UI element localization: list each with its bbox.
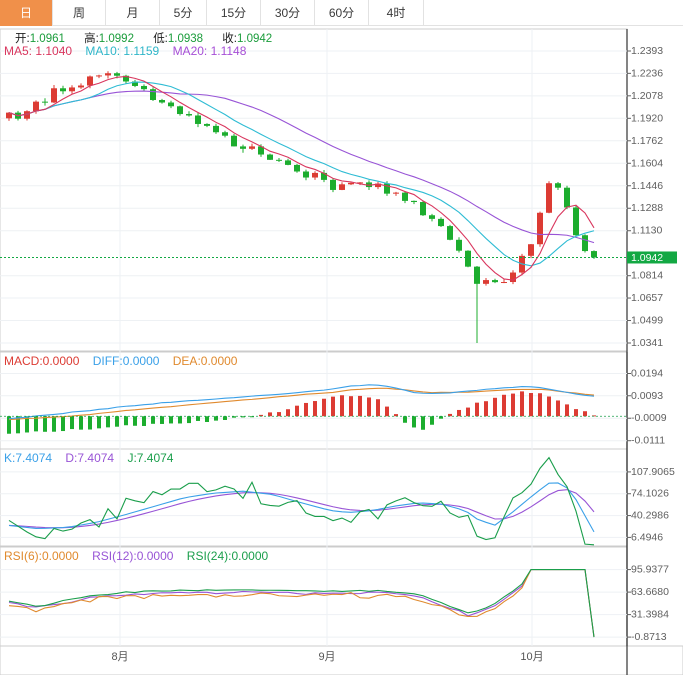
- svg-text:40.2986: 40.2986: [631, 510, 669, 522]
- svg-text:107.9065: 107.9065: [631, 466, 675, 478]
- svg-text:-0.0111: -0.0111: [631, 435, 665, 447]
- svg-text:1.0341: 1.0341: [631, 337, 663, 349]
- svg-text:1.1446: 1.1446: [631, 180, 663, 192]
- svg-text:-0.8713: -0.8713: [631, 631, 667, 643]
- svg-text:1.1920: 1.1920: [631, 112, 663, 124]
- svg-text:95.9377: 95.9377: [631, 564, 669, 576]
- svg-text:6.4946: 6.4946: [631, 531, 663, 543]
- svg-text:74.1026: 74.1026: [631, 488, 669, 500]
- svg-text:8月: 8月: [111, 651, 128, 663]
- svg-text:0.0093: 0.0093: [631, 390, 663, 402]
- svg-text:1.1604: 1.1604: [631, 157, 663, 169]
- svg-text:9月: 9月: [318, 651, 335, 663]
- svg-text:1.0499: 1.0499: [631, 315, 663, 327]
- svg-text:0.0194: 0.0194: [631, 368, 663, 380]
- svg-text:63.6680: 63.6680: [631, 586, 669, 598]
- svg-text:1.0814: 1.0814: [631, 270, 663, 282]
- svg-text:-0.0009: -0.0009: [631, 412, 667, 424]
- svg-text:1.0942: 1.0942: [631, 252, 663, 264]
- svg-text:1.2236: 1.2236: [631, 67, 663, 79]
- svg-text:1.2393: 1.2393: [631, 45, 663, 57]
- svg-text:10月: 10月: [520, 651, 543, 663]
- svg-text:31.3984: 31.3984: [631, 609, 669, 621]
- svg-text:1.0657: 1.0657: [631, 292, 663, 304]
- svg-text:1.1288: 1.1288: [631, 202, 663, 214]
- svg-text:1.2078: 1.2078: [631, 90, 663, 102]
- svg-text:1.1130: 1.1130: [631, 225, 662, 237]
- svg-text:1.1762: 1.1762: [631, 135, 663, 147]
